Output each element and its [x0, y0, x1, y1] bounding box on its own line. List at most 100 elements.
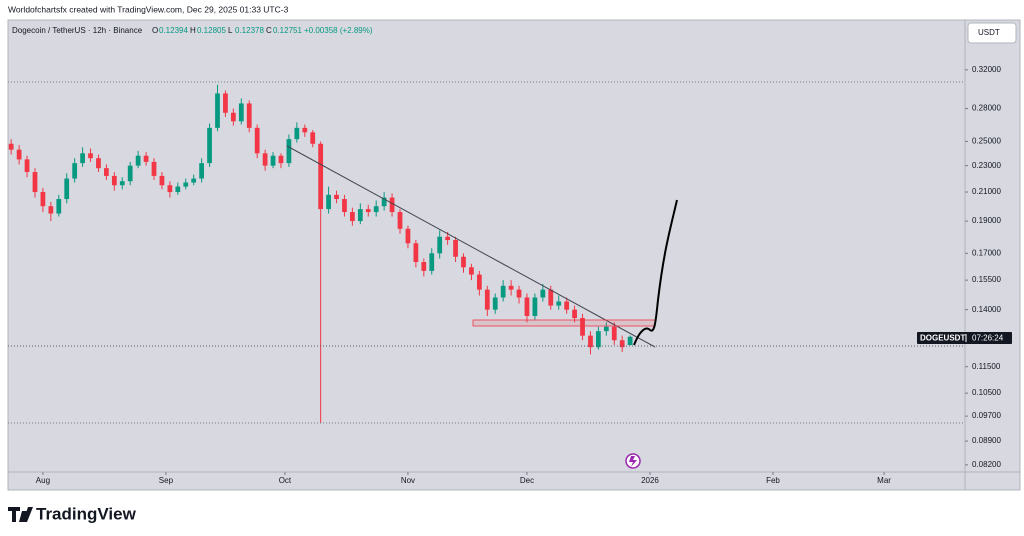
candle-body — [476, 274, 482, 290]
candle-body — [627, 336, 633, 346]
candle-body — [246, 103, 252, 128]
candle-body — [508, 285, 514, 290]
chart-frame — [7, 19, 1021, 491]
legend-key: C — [266, 26, 272, 35]
legend-value: 0.12394 — [159, 26, 188, 35]
projection-drawing — [633, 199, 678, 346]
candle-body — [548, 289, 554, 306]
candle-body — [350, 212, 355, 222]
candle-body — [199, 163, 205, 179]
y-tick-label: 0.19000 — [972, 216, 1001, 225]
candle-body — [603, 326, 609, 332]
currency-button[interactable] — [967, 22, 1017, 44]
candle-body — [445, 236, 450, 240]
candle-body — [238, 103, 244, 122]
candle-body — [215, 93, 220, 128]
candle-body — [580, 318, 585, 336]
x-tick-label: Feb — [766, 476, 780, 485]
y-tick-label: 0.32000 — [972, 65, 1001, 74]
price-tag-countdown: 07:26:24 — [972, 334, 1004, 343]
price-tag — [917, 332, 1012, 344]
candle-body — [151, 161, 157, 176]
legend-key: L — [228, 26, 233, 35]
x-tick-label: Nov — [401, 476, 415, 485]
candle-body — [492, 297, 498, 310]
event-icon-glyph — [629, 456, 637, 467]
candle-body — [191, 178, 197, 183]
resistance-zone — [472, 319, 656, 327]
candle-body — [230, 112, 236, 122]
y-tick-label: 0.08900 — [972, 436, 1001, 445]
y-tick-label: 0.23000 — [972, 161, 1001, 170]
candle-body — [286, 139, 292, 164]
candle-body — [32, 172, 38, 193]
candle-body — [294, 127, 300, 140]
candle-body — [421, 261, 427, 271]
candle-body — [461, 256, 466, 268]
candle-body — [207, 127, 212, 164]
attribution: Worldofchartsfx created with TradingView… — [8, 4, 289, 14]
candle-body — [167, 185, 173, 193]
legend-value: 0.12378 — [235, 26, 264, 35]
candle-body — [342, 199, 347, 213]
candle-body — [437, 236, 443, 254]
candle-body — [381, 197, 387, 207]
candle-body — [429, 253, 435, 271]
candle-body — [532, 297, 538, 316]
candle-body — [524, 297, 530, 316]
y-tick-label: 0.17000 — [972, 248, 1001, 257]
candle-body — [127, 165, 133, 182]
x-tick-label: Oct — [279, 476, 292, 485]
candle-body — [24, 159, 30, 173]
legend-key: O — [152, 26, 158, 35]
candle-body — [334, 194, 339, 200]
legend-value: 0.12751 — [273, 26, 302, 35]
candle-body — [104, 168, 109, 176]
trend-line — [286, 145, 656, 348]
candle-body — [40, 192, 46, 207]
candle-body — [111, 175, 117, 186]
legend-key: H — [190, 26, 196, 35]
candle-body — [88, 153, 93, 159]
candle-body — [469, 267, 474, 275]
y-tick-label: 0.09700 — [972, 411, 1001, 420]
candle-body — [588, 335, 593, 348]
candle-body — [72, 163, 78, 179]
candle-body — [484, 289, 490, 310]
x-tick-label: Mar — [877, 476, 891, 485]
candle-body — [365, 209, 371, 213]
y-tick-label: 0.14000 — [972, 305, 1001, 314]
candle-body — [596, 331, 601, 348]
currency-button-label: USDT — [978, 28, 1000, 37]
candle-body — [413, 243, 419, 262]
y-tick-label: 0.21000 — [972, 187, 1001, 196]
candle-body — [564, 301, 570, 310]
candle-body — [326, 194, 331, 210]
legend-value: 0.12805 — [197, 26, 226, 35]
candle-body — [302, 127, 308, 133]
y-tick-label: 0.10500 — [972, 388, 1001, 397]
candle-body — [143, 155, 149, 162]
y-tick-label: 0.08200 — [972, 460, 1001, 469]
candle-body — [254, 127, 260, 154]
x-tick-label: 2026 — [641, 476, 659, 485]
candle-body — [80, 153, 85, 164]
y-tick-label: 0.11500 — [972, 362, 1001, 371]
plot-area — [8, 84, 633, 424]
candle-body — [619, 340, 625, 348]
candle-body — [56, 199, 62, 214]
candle-body — [48, 206, 54, 214]
candle-body — [357, 209, 363, 222]
candle-body — [556, 301, 562, 306]
candle-body — [159, 175, 165, 186]
candle-body — [96, 158, 101, 169]
candle-body — [405, 228, 411, 244]
candle-body — [175, 186, 181, 193]
candle-body — [183, 182, 189, 187]
candle-body — [453, 239, 458, 257]
candle-body — [373, 206, 379, 213]
candle-body — [611, 326, 617, 341]
candle-body — [223, 93, 228, 113]
